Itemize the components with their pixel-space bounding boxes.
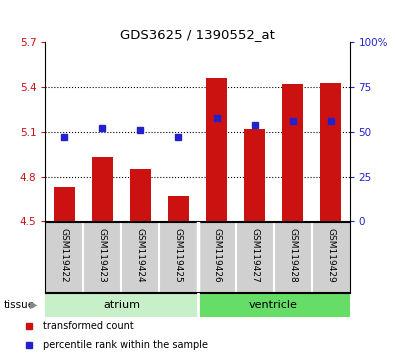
Bar	[320, 83, 341, 221]
Text: GSM119423: GSM119423	[98, 228, 107, 282]
Text: GSM119426: GSM119426	[212, 228, 221, 282]
Bar	[198, 293, 350, 317]
Bar	[282, 84, 303, 221]
Bar	[206, 78, 227, 221]
Text: GSM119428: GSM119428	[288, 228, 297, 282]
Text: GSM119425: GSM119425	[174, 228, 183, 282]
Text: GSM119429: GSM119429	[326, 228, 335, 282]
Text: ▶: ▶	[30, 300, 38, 310]
Title: GDS3625 / 1390552_at: GDS3625 / 1390552_at	[120, 28, 275, 41]
Text: percentile rank within the sample: percentile rank within the sample	[43, 340, 208, 350]
Bar	[45, 293, 198, 317]
Text: GSM119424: GSM119424	[136, 228, 145, 282]
Text: GSM119422: GSM119422	[60, 228, 69, 282]
Text: transformed count: transformed count	[43, 321, 134, 331]
Bar	[54, 187, 75, 221]
Bar	[130, 169, 151, 221]
Text: tissue: tissue	[4, 300, 35, 310]
Bar	[168, 196, 189, 221]
Text: atrium: atrium	[103, 300, 140, 310]
Bar	[244, 129, 265, 221]
Bar	[92, 157, 113, 221]
Text: ventricle: ventricle	[249, 300, 298, 310]
Text: GSM119427: GSM119427	[250, 228, 259, 282]
